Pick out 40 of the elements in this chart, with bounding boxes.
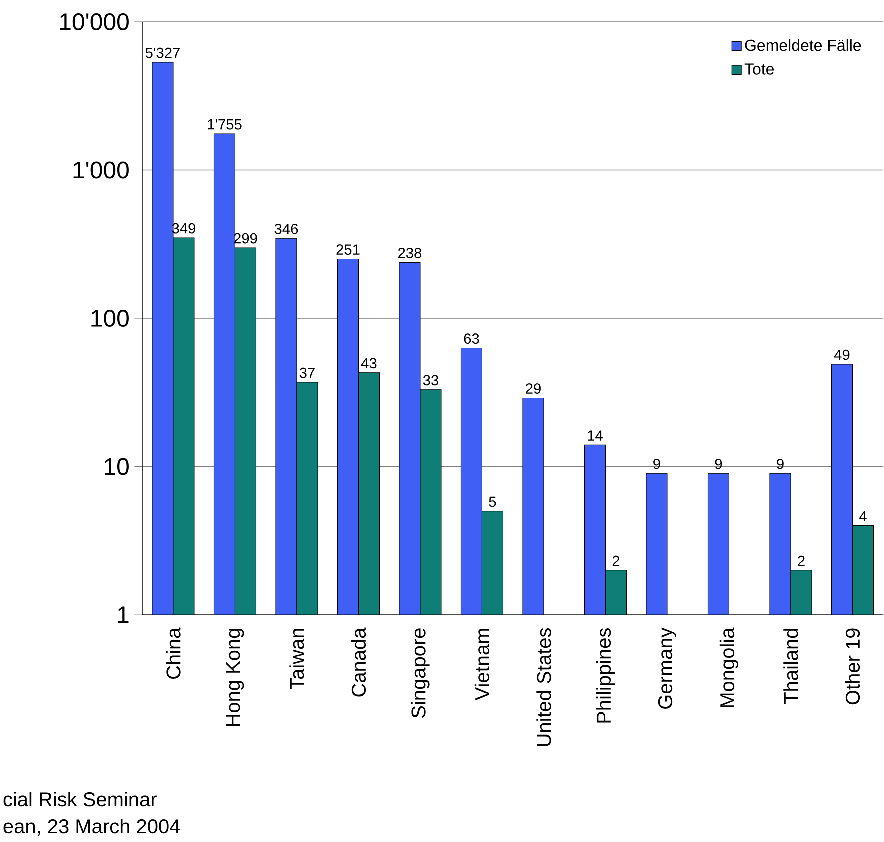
data-label: 29: [526, 384, 541, 394]
y-tick-label: 10'000: [60, 14, 129, 31]
data-label: 5'327: [146, 48, 180, 58]
data-label: 14: [588, 430, 603, 442]
data-label: 2: [612, 556, 620, 566]
x-tick-label: Singapore: [411, 628, 430, 718]
text: cial Risk Seminar: [4, 792, 157, 807]
data-label: 37: [300, 368, 315, 378]
x-tick-label: Mongolia: [720, 628, 739, 708]
data-label: 2: [798, 556, 805, 566]
data-label: 9: [654, 459, 660, 470]
x-tick-label: Taiwan: [290, 629, 304, 690]
data-label: 43: [361, 358, 377, 369]
y-tick-label: 10: [105, 458, 129, 476]
data-label: 63: [464, 334, 480, 344]
x-tick-label: Thailand: [784, 629, 798, 704]
x-tick-label: Hong Kong: [226, 629, 244, 726]
data-label: 4: [859, 512, 867, 522]
data-label: 49: [834, 350, 850, 360]
text: ean, 23 March 2004: [4, 819, 180, 836]
data-label: 9: [777, 459, 784, 470]
legend-label: Tote: [744, 64, 774, 76]
data-label: 1'755: [208, 120, 242, 130]
x-tick-label: Germany: [658, 628, 677, 710]
x-tick-label: Canada: [351, 628, 366, 697]
y-tick-label: 1: [118, 606, 129, 624]
x-tick-label: United States: [536, 628, 552, 746]
data-label: 346: [274, 224, 298, 235]
x-tick-label: Philippines: [596, 628, 616, 723]
data-label: 9: [715, 459, 722, 470]
x-tick-label: China: [166, 628, 181, 680]
y-tick-label: 1'000: [74, 162, 129, 179]
data-label: 251: [336, 244, 360, 256]
data-label: 5: [489, 497, 496, 508]
data-label: 238: [398, 248, 422, 259]
data-label: 33: [423, 375, 438, 386]
x-tick-label: Other 19: [845, 628, 860, 705]
y-tick-label: 100: [92, 310, 129, 328]
x-tick-label: Vietnam: [474, 629, 490, 701]
legend-label: Gemeldete Fälle: [745, 40, 862, 52]
